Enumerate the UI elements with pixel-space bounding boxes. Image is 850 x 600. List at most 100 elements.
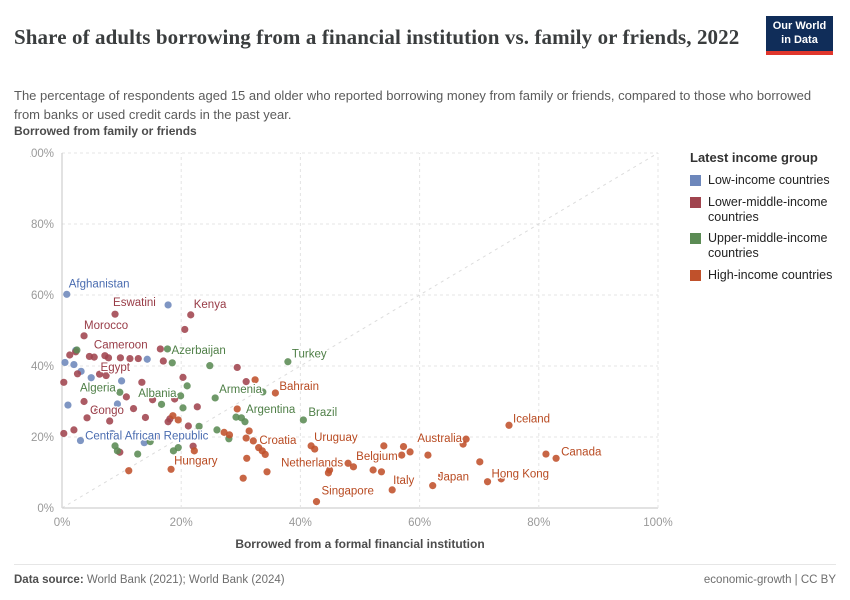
data-point-unlabeled[interactable] <box>184 422 192 430</box>
data-point-algeria[interactable] <box>116 388 124 396</box>
data-point-unlabeled[interactable] <box>141 413 150 422</box>
data-point-turkey[interactable] <box>284 358 292 366</box>
data-point-canada[interactable] <box>552 454 560 462</box>
data-point-unlabeled[interactable] <box>369 466 377 474</box>
data-point-unlabeled[interactable] <box>181 325 189 334</box>
data-point-croatia[interactable] <box>249 437 257 445</box>
data-point-unlabeled[interactable] <box>179 404 187 412</box>
data-point-unlabeled[interactable] <box>60 429 68 438</box>
data-point-netherlands[interactable] <box>344 459 352 467</box>
data-point-albania[interactable] <box>177 392 185 400</box>
data-point-unlabeled[interactable] <box>476 458 484 466</box>
data-point-unlabeled[interactable] <box>148 396 157 404</box>
data-point-unlabeled[interactable] <box>129 405 138 413</box>
data-point-unlabeled[interactable] <box>70 360 78 369</box>
data-point-congo[interactable] <box>83 414 91 422</box>
data-point-unlabeled[interactable] <box>242 434 250 442</box>
data-point-eswatini[interactable] <box>111 310 119 318</box>
data-point-unlabeled[interactable] <box>243 454 251 462</box>
data-point-brazil[interactable] <box>299 416 307 424</box>
data-point-unlabeled[interactable] <box>261 450 269 458</box>
data-point-unlabeled[interactable] <box>459 440 467 448</box>
data-point-unlabeled[interactable] <box>349 463 358 471</box>
data-point-unlabeled[interactable] <box>64 401 72 409</box>
data-point-unlabeled[interactable] <box>377 468 386 476</box>
data-point-unlabeled[interactable] <box>143 355 151 363</box>
data-point-unlabeled[interactable] <box>164 301 172 309</box>
owid-logo[interactable]: Our World in Data <box>766 16 833 55</box>
data-point-unlabeled[interactable] <box>118 377 126 385</box>
data-point-unlabeled[interactable] <box>116 354 125 362</box>
data-point-unlabeled[interactable] <box>399 442 408 451</box>
data-point-unlabeled[interactable] <box>171 395 179 403</box>
data-point-iceland[interactable] <box>505 421 513 429</box>
data-point-singapore[interactable] <box>312 498 321 506</box>
data-point-unlabeled[interactable] <box>438 472 446 480</box>
data-point-unlabeled[interactable] <box>497 475 505 483</box>
data-point-unlabeled[interactable] <box>70 426 78 434</box>
data-point-unlabeled[interactable] <box>233 405 241 413</box>
data-point-hungary[interactable] <box>167 465 175 473</box>
data-point-unlabeled[interactable] <box>60 378 68 386</box>
data-point-kenya[interactable] <box>187 311 195 319</box>
data-point-unlabeled[interactable] <box>324 469 333 477</box>
data-point-hong-kong[interactable] <box>483 478 492 486</box>
data-point-unlabeled[interactable] <box>76 436 85 445</box>
data-point-unlabeled[interactable] <box>126 354 134 363</box>
data-point-unlabeled[interactable] <box>168 359 176 367</box>
data-point-unlabeled[interactable] <box>153 432 161 440</box>
data-point-morocco[interactable] <box>80 332 88 340</box>
data-point-unlabeled[interactable] <box>380 442 388 450</box>
data-point-unlabeled[interactable] <box>195 422 203 430</box>
data-point-unlabeled[interactable] <box>87 374 95 382</box>
data-point-unlabeled[interactable] <box>73 346 81 354</box>
data-point-japan[interactable] <box>429 482 437 490</box>
data-point-unlabeled[interactable] <box>406 448 414 456</box>
data-point-unlabeled[interactable] <box>190 447 198 455</box>
data-point-unlabeled[interactable] <box>311 445 319 453</box>
data-point-unlabeled[interactable] <box>80 397 88 406</box>
data-point-unlabeled[interactable] <box>242 378 250 386</box>
data-point-unlabeled[interactable] <box>259 388 267 396</box>
data-point-afghanistan[interactable] <box>63 290 71 298</box>
data-point-unlabeled[interactable] <box>245 427 253 435</box>
legend-item-lm[interactable]: Lower-middle-income countries <box>690 195 845 225</box>
data-point-unlabeled[interactable] <box>424 451 432 459</box>
data-point-unlabeled[interactable] <box>174 416 182 424</box>
data-point-unlabeled[interactable] <box>134 354 142 363</box>
data-point-egypt[interactable] <box>95 370 104 378</box>
data-point-unlabeled[interactable] <box>251 376 259 384</box>
license-link[interactable]: economic-growth | CC BY <box>703 574 836 586</box>
data-point-unlabeled[interactable] <box>159 357 167 365</box>
data-point-bahrain[interactable] <box>271 389 279 397</box>
data-point-unlabeled[interactable] <box>146 438 154 446</box>
data-point-argentina[interactable] <box>232 413 240 421</box>
data-point-unlabeled[interactable] <box>157 400 166 408</box>
data-point-unlabeled[interactable] <box>233 363 241 372</box>
data-point-unlabeled[interactable] <box>125 467 133 475</box>
data-point-azerbaijan[interactable] <box>163 345 172 353</box>
legend-item-high[interactable]: High-income countries <box>690 268 845 283</box>
legend-item-um[interactable]: Upper-middle-income countries <box>690 231 845 261</box>
data-point-italy[interactable] <box>388 486 396 494</box>
data-point-unlabeled[interactable] <box>241 418 249 426</box>
legend-item-low[interactable]: Low-income countries <box>690 173 845 188</box>
data-point-unlabeled[interactable] <box>102 371 110 380</box>
data-point-unlabeled[interactable] <box>542 450 550 458</box>
data-point-unlabeled[interactable] <box>61 358 69 367</box>
data-point-unlabeled[interactable] <box>206 362 214 370</box>
data-point-unlabeled[interactable] <box>183 382 191 390</box>
data-point-unlabeled[interactable] <box>213 426 221 434</box>
data-point-unlabeled[interactable] <box>134 450 142 458</box>
data-point-unlabeled[interactable] <box>193 403 201 411</box>
data-point-unlabeled[interactable] <box>104 354 113 362</box>
data-point-unlabeled[interactable] <box>73 370 82 378</box>
data-point-unlabeled[interactable] <box>113 447 122 455</box>
data-point-unlabeled[interactable] <box>179 373 187 381</box>
data-point-unlabeled[interactable] <box>90 353 98 361</box>
data-point-unlabeled[interactable] <box>263 468 271 476</box>
data-point-unlabeled[interactable] <box>239 474 247 482</box>
data-point-unlabeled[interactable] <box>94 406 102 414</box>
data-point-unlabeled[interactable] <box>169 447 178 455</box>
data-point-unlabeled[interactable] <box>220 428 228 436</box>
